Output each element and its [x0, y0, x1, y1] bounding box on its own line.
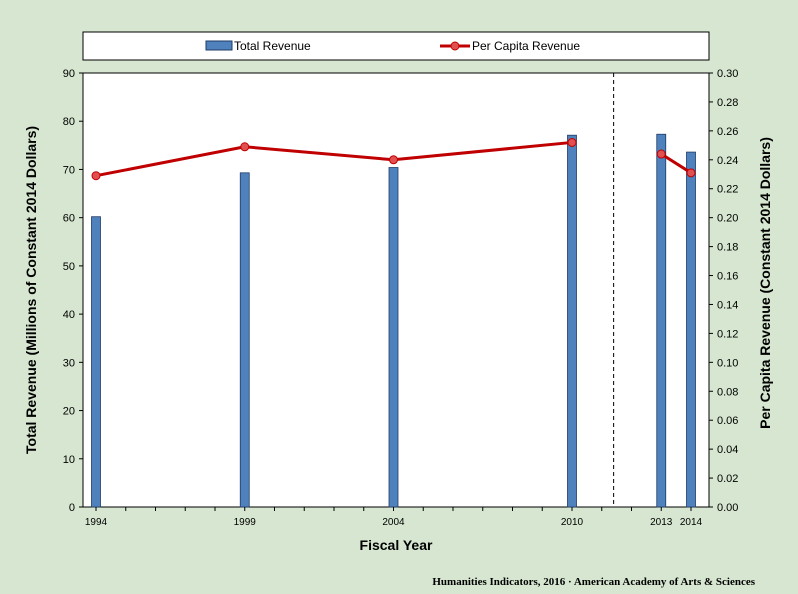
legend-item-total-revenue: Total Revenue [205, 39, 311, 53]
x-tick-label-2014: 2014 [680, 517, 703, 528]
right-tick-label-0.26: 0.26 [717, 126, 738, 138]
left-tick-label-40: 40 [63, 309, 75, 321]
left-tick-label-80: 80 [63, 116, 75, 128]
bar-total-revenue-1999 [239, 172, 250, 508]
left-tick-label-70: 70 [63, 164, 75, 176]
right-tick-label-0.30: 0.30 [717, 68, 738, 80]
right-tick-label-0.22: 0.22 [717, 184, 738, 196]
right-tick-label-0.28: 0.28 [717, 97, 738, 109]
left-tick-label-90: 90 [63, 68, 75, 80]
bar-total-revenue-2010 [567, 134, 577, 508]
left-tick-label-50: 50 [63, 261, 75, 273]
left-tick-label-0: 0 [69, 502, 75, 514]
point-per-capita-revenue-1999 [240, 142, 250, 152]
right-tick-label-0.18: 0.18 [717, 242, 738, 254]
x-tick-label-2013: 2013 [650, 517, 673, 528]
legend-label-per-capita-revenue: Per Capita Revenue [472, 39, 580, 53]
x-tick-label-2004: 2004 [382, 517, 405, 528]
point-per-capita-revenue-2010 [567, 137, 577, 147]
x-tick-label-1999: 1999 [234, 517, 257, 528]
right-tick-label-0.12: 0.12 [717, 328, 738, 340]
right-tick-label-0.00: 0.00 [717, 502, 738, 514]
credit-line: Humanities Indicators, 2016 · American A… [432, 576, 755, 588]
bar-total-revenue-2014 [686, 151, 696, 508]
right-tick-label-0.14: 0.14 [717, 299, 738, 311]
point-per-capita-revenue-2004 [389, 155, 398, 165]
left-tick-label-20: 20 [63, 406, 75, 418]
right-tick-label-0.20: 0.20 [717, 213, 738, 225]
chart-marks [91, 73, 696, 508]
right-tick-label-0.06: 0.06 [717, 415, 738, 427]
right-axis-title: Per Capita Revenue (Constant 2014 Dollar… [757, 137, 773, 429]
bar-total-revenue-2004 [388, 167, 399, 508]
right-tick-label-0.24: 0.24 [717, 155, 738, 167]
legend-swatch-bar [205, 40, 233, 51]
bar-total-revenue-2013 [656, 133, 667, 508]
legend-item-per-capita-revenue: Per Capita Revenue [440, 39, 580, 53]
right-tick-label-0.16: 0.16 [717, 271, 738, 283]
x-axis-title: Fiscal Year [360, 537, 433, 553]
right-tick-label-0.08: 0.08 [717, 386, 738, 398]
left-tick-label-60: 60 [63, 213, 75, 225]
point-per-capita-revenue-2013 [656, 149, 666, 159]
legend-swatch-marker [450, 41, 460, 51]
left-tick-label-10: 10 [63, 454, 75, 466]
right-tick-label-0.04: 0.04 [717, 444, 738, 456]
point-per-capita-revenue-1994 [91, 171, 101, 181]
point-per-capita-revenue-2014 [686, 168, 696, 178]
left-axis-title: Total Revenue (Millions of Constant 2014… [23, 126, 39, 454]
right-tick-label-0.10: 0.10 [717, 357, 738, 369]
x-tick-label-1994: 1994 [85, 517, 108, 528]
left-tick-label-30: 30 [63, 357, 75, 369]
right-tick-label-0.02: 0.02 [717, 473, 738, 485]
line-per-capita-revenue-segment-2 [660, 152, 692, 175]
bar-total-revenue-1994 [91, 216, 101, 508]
chart-axes: 0 10 20 30 40 50 60 70 80 90 0.00 0.02 0.04 0.06 0.08 0… [63, 68, 739, 528]
legend-label-total-revenue: Total Revenue [234, 39, 311, 53]
x-tick-label-2010: 2010 [561, 517, 584, 528]
legend-box [82, 31, 710, 61]
line-per-capita-revenue-segment-1 [95, 140, 573, 178]
